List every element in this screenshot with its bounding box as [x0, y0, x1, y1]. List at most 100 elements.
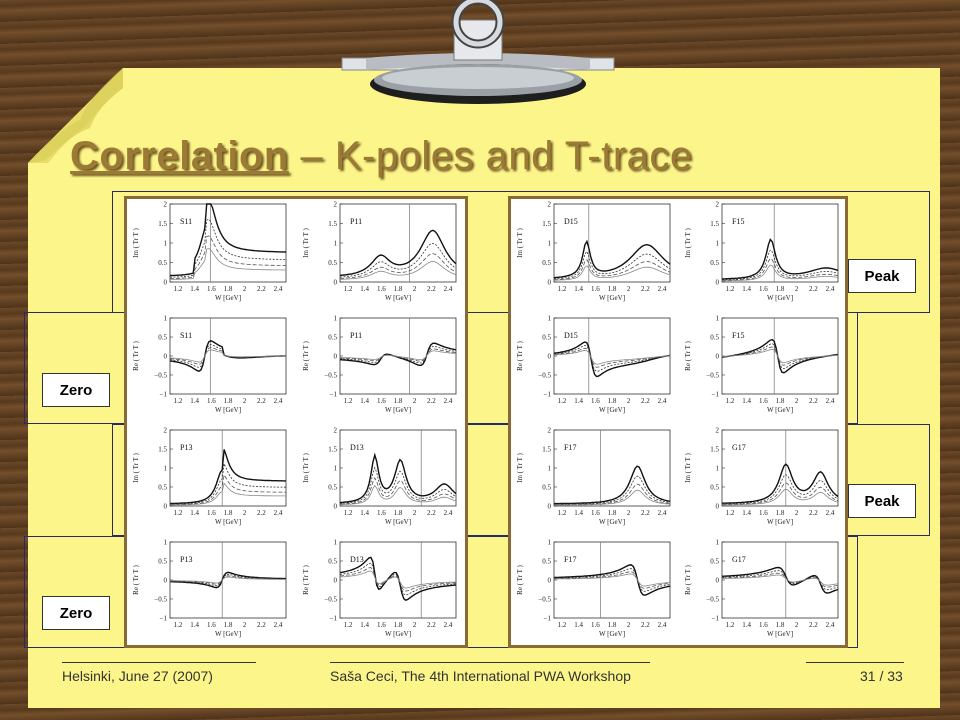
- curve-line: [722, 488, 839, 506]
- x-tick-label: 1.8: [394, 285, 403, 293]
- curve-line: [554, 475, 671, 505]
- y-tick-label: 0.5: [328, 259, 337, 267]
- y-tick-label: −0.5: [324, 372, 337, 380]
- x-tick-label: 1.4: [360, 285, 369, 293]
- y-tick-label: 1: [164, 240, 168, 248]
- plot-panel-row2-1: Re ( Tr T ) 1 0.5 0 −0.5 −1 1.2 1.4 1.6 1.8 2 2.2 2.…: [132, 315, 287, 414]
- y-tick-label: −1: [160, 391, 168, 399]
- curve-line: [554, 571, 671, 589]
- x-tick-label: 2: [413, 509, 417, 517]
- y-tick-label: 1: [548, 465, 552, 473]
- x-axis-label: W [GeV]: [767, 406, 793, 414]
- curve-line: [553, 259, 671, 280]
- x-tick-label: 2.2: [257, 285, 266, 293]
- curve-line: [339, 567, 457, 592]
- x-tick-label: 1.8: [608, 397, 617, 405]
- y-axis-label: Im ( Tr T ): [302, 452, 310, 482]
- curve-line: [339, 570, 457, 589]
- x-tick-label: 2.4: [274, 285, 283, 293]
- y-tick-label: 0: [716, 503, 720, 511]
- x-tick-label: 1.6: [377, 621, 386, 629]
- y-axis-label: Im ( Tr T ): [516, 227, 524, 257]
- x-tick-label: 1.4: [574, 285, 583, 293]
- wave-label: P13: [180, 555, 192, 564]
- plot-panel-row3-1: Im ( Tr T ) 2 1.5 1 0.5 0 1.2 1.4 1.6 1.8 2 2.2 2.4 W…: [132, 427, 287, 526]
- curve-line: [170, 248, 286, 280]
- y-tick-label: −0.5: [538, 596, 551, 604]
- x-tick-label: 2: [413, 621, 417, 629]
- curve-line: [722, 258, 839, 281]
- x-tick-label: 1.4: [190, 509, 199, 517]
- plot-panel-row2-2: Re ( Tr T ) 1 0.5 0 −0.5 −1 1.2 1.4 1.6 1.8 2 2.2 2.…: [302, 315, 457, 414]
- x-tick-label: 1.6: [207, 509, 216, 517]
- y-tick-label: 0.5: [158, 484, 167, 492]
- plot-panel-row4-4: Re ( Tr T ) 1 0.5 0 −0.5 −1 1.2 1.4 1.6 1.8 2 2.2 2.…: [684, 539, 839, 638]
- x-tick-label: 1.8: [224, 285, 233, 293]
- plot-panel-row1-3: Im ( Tr T ) 2 1.5 1 0.5 0 1.2 1.4 1.6 1.8 2 2.2 2.4 W…: [516, 201, 671, 302]
- page-curl: [28, 68, 123, 163]
- x-tick-label: 1.2: [558, 509, 567, 517]
- x-tick-label: 1.2: [344, 621, 353, 629]
- curve-line: [722, 463, 839, 504]
- curve-line: [169, 349, 287, 363]
- x-tick-label: 2.2: [641, 509, 650, 517]
- wave-label: D15: [564, 331, 578, 340]
- x-tick-label: 1.2: [726, 509, 735, 517]
- curve-line: [170, 462, 286, 505]
- x-tick-label: 2.2: [641, 621, 650, 629]
- curve-line: [340, 350, 457, 361]
- wave-label: S11: [180, 217, 192, 226]
- x-axis-label: W [GeV]: [385, 630, 411, 638]
- x-tick-label: 1.2: [174, 509, 183, 517]
- y-tick-label: 1.5: [158, 446, 167, 454]
- x-tick-label: 1.6: [591, 397, 600, 405]
- y-tick-label: −1: [330, 615, 338, 623]
- y-axis-label: Im ( Tr T ): [684, 227, 692, 257]
- x-tick-label: 1.4: [360, 397, 369, 405]
- y-tick-label: 1.5: [542, 446, 551, 454]
- y-tick-label: 2: [164, 201, 168, 209]
- title-rest: – K-poles and T-trace: [288, 134, 693, 178]
- x-tick-label: 1.6: [759, 285, 768, 293]
- x-tick-label: 2: [413, 397, 417, 405]
- x-tick-label: 1.2: [344, 509, 353, 517]
- y-tick-label: 1: [716, 240, 720, 248]
- y-tick-label: 0.5: [710, 334, 719, 342]
- x-tick-label: 1.2: [174, 621, 183, 629]
- title-underlined-word: Correlation: [70, 134, 289, 178]
- x-tick-label: 1.4: [190, 285, 199, 293]
- y-axis-label: Im ( Tr T ): [516, 452, 524, 482]
- x-tick-label: 2.2: [257, 509, 266, 517]
- curve-line: [339, 477, 457, 505]
- wave-label: P11: [350, 217, 362, 226]
- footer-right: 31 / 33: [860, 668, 903, 684]
- y-axis-label: Re ( Tr T ): [516, 340, 524, 370]
- y-tick-label: 0.5: [328, 334, 337, 342]
- x-tick-label: 2.2: [641, 285, 650, 293]
- y-tick-label: 1: [164, 465, 168, 473]
- y-tick-label: 1.5: [710, 220, 719, 228]
- y-tick-label: −1: [544, 615, 552, 623]
- x-tick-label: 1.4: [190, 397, 199, 405]
- y-tick-label: 1: [334, 315, 338, 323]
- x-tick-label: 1.2: [344, 397, 353, 405]
- footer-left: Helsinki, June 27 (2007): [62, 668, 213, 684]
- x-tick-label: 2: [627, 285, 631, 293]
- y-tick-label: 0: [164, 279, 168, 287]
- x-tick-label: 1.4: [574, 509, 583, 517]
- curve-line: [339, 452, 457, 504]
- x-tick-label: 1.6: [759, 621, 768, 629]
- x-tick-label: 1.8: [608, 621, 617, 629]
- y-axis-label: Re ( Tr T ): [132, 564, 140, 594]
- x-axis-label: W [GeV]: [215, 406, 241, 414]
- wave-label: D15: [564, 217, 578, 226]
- y-tick-label: 0.5: [542, 484, 551, 492]
- y-tick-label: 1.5: [542, 220, 551, 228]
- y-tick-label: 0: [334, 577, 338, 585]
- x-axis-label: W [GeV]: [385, 518, 411, 526]
- x-tick-label: 2: [795, 397, 799, 405]
- x-tick-label: 2.4: [444, 397, 453, 405]
- x-tick-label: 1.8: [394, 509, 403, 517]
- x-tick-label: 2.2: [809, 621, 818, 629]
- x-tick-label: 1.4: [360, 509, 369, 517]
